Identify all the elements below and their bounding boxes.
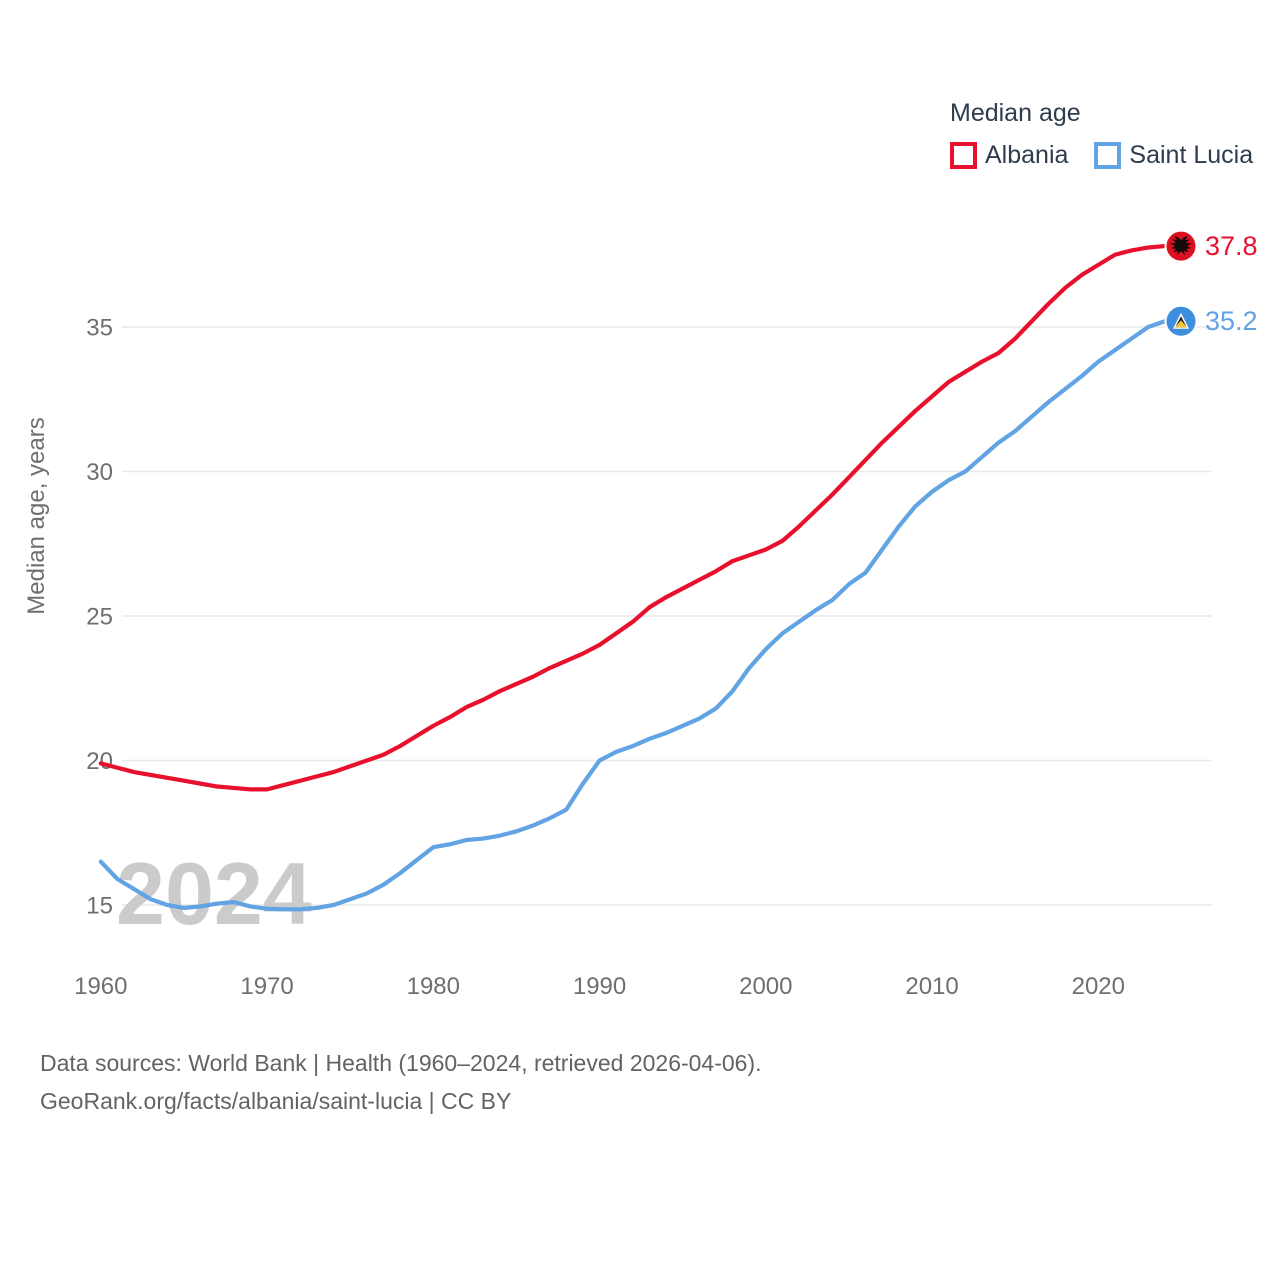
saint-lucia-line[interactable] [98, 319, 1167, 912]
saint-lucia-series-swatch-icon [1094, 142, 1122, 169]
albania-end-value-label: 37.8 [1205, 231, 1258, 261]
legend-title: Median age [950, 99, 1081, 127]
legend-item-label: Saint Lucia [1129, 141, 1254, 169]
y-axis-tick-label: 35 [86, 315, 113, 342]
albania-series-swatch-icon [950, 142, 977, 169]
x-axis-tick-label: 1990 [573, 973, 626, 1000]
legend-item-label: Albania [985, 141, 1069, 169]
saint-lucia-end-value-label: 35.2 [1205, 306, 1258, 336]
footer-source-line: Data sources: World Bank | Health (1960–… [40, 1050, 762, 1076]
y-axis-tick-label: 30 [86, 459, 113, 486]
legend-items: Albania Saint Lucia [950, 141, 1253, 170]
x-axis-tick-label: 2020 [1072, 973, 1125, 1000]
x-axis-tick-label: 1970 [240, 973, 293, 1000]
x-axis-tick-label: 1960 [74, 973, 127, 1000]
legend: Median age Albania Saint Lucia [950, 99, 1253, 170]
albania-eagle-icon [1170, 236, 1192, 256]
footer-link-line[interactable]: GeoRank.org/facts/albania/saint-lucia | … [40, 1088, 512, 1114]
y-axis-tick-label: 15 [86, 893, 113, 920]
watermark-year: 2024 [116, 844, 312, 943]
grid-layer: 15 20 25 30 35 1960 1970 1980 1990 2000 2010 2020 [74, 315, 1212, 1000]
x-axis-tick-label: 2000 [739, 973, 792, 1000]
y-axis-title: Median age, years [23, 417, 50, 614]
y-axis-tick-label: 20 [86, 748, 113, 775]
y-axis-tick-label: 25 [86, 604, 113, 631]
series-layer [98, 243, 1167, 912]
saint-lucia-flag-icon [1173, 312, 1189, 329]
legend-item-saint-lucia[interactable]: Saint Lucia [1094, 141, 1253, 170]
albania-line[interactable] [98, 243, 1167, 792]
x-axis-tick-label: 1980 [407, 973, 460, 1000]
x-axis-tick-label: 2010 [905, 973, 958, 1000]
footer: Data sources: World Bank | Health (1960–… [40, 1044, 762, 1120]
legend-item-albania[interactable]: Albania [950, 141, 1068, 170]
